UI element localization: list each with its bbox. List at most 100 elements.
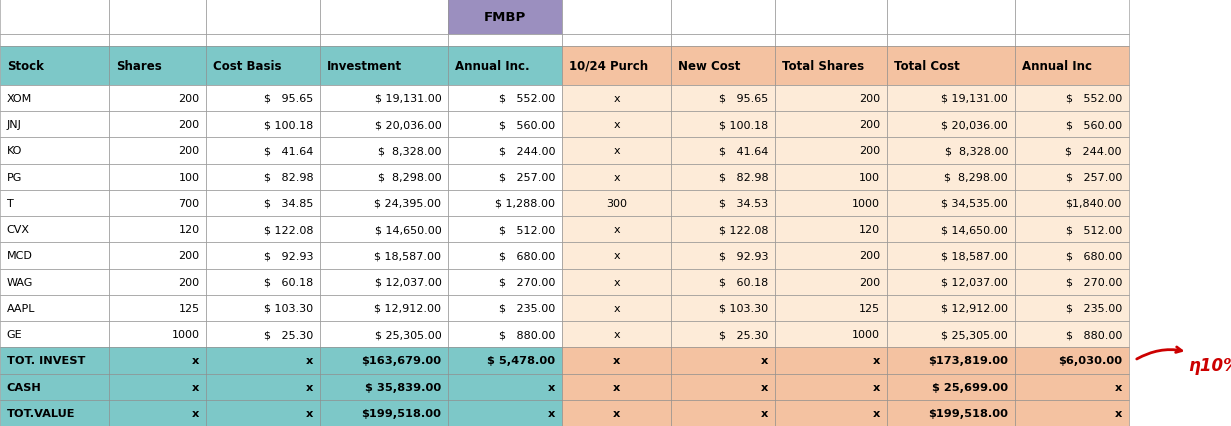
Bar [563, 321, 671, 348]
Text: $ 14,650.00: $ 14,650.00 [374, 225, 442, 235]
Text: $   60.18: $ 60.18 [265, 277, 314, 287]
Bar [320, 243, 448, 269]
Text: 700: 700 [178, 199, 199, 208]
Bar [671, 216, 776, 243]
Text: $173,819.00: $173,819.00 [928, 356, 1008, 366]
Bar [563, 0, 671, 35]
Text: XOM: XOM [7, 94, 32, 104]
Bar [320, 0, 448, 35]
Bar [886, 348, 1014, 374]
Text: x: x [548, 382, 555, 391]
Text: $ 25,699.00: $ 25,699.00 [932, 382, 1008, 391]
Text: 120: 120 [178, 225, 199, 235]
Bar [563, 269, 671, 295]
Bar [563, 164, 671, 190]
Bar [776, 243, 886, 269]
Bar [0, 295, 110, 321]
Text: $   270.00: $ 270.00 [1066, 277, 1121, 287]
Bar [207, 138, 320, 164]
Text: x: x [613, 94, 620, 104]
Text: $   92.93: $ 92.93 [263, 251, 314, 261]
Bar [207, 295, 320, 321]
Text: CVX: CVX [7, 225, 30, 235]
Text: 1000: 1000 [171, 329, 199, 340]
Text: $   95.65: $ 95.65 [719, 94, 768, 104]
Text: $ 1,288.00: $ 1,288.00 [495, 199, 555, 208]
Bar [1014, 138, 1129, 164]
Text: MCD: MCD [7, 251, 33, 261]
Text: 1000: 1000 [852, 199, 880, 208]
Text: x: x [613, 356, 620, 366]
Text: $   257.00: $ 257.00 [499, 172, 555, 182]
Text: $   34.85: $ 34.85 [263, 199, 314, 208]
Bar [448, 190, 563, 216]
Text: x: x [192, 356, 199, 366]
Bar [671, 243, 776, 269]
Bar [671, 269, 776, 295]
Text: $6,030.00: $6,030.00 [1057, 356, 1121, 366]
Bar [1014, 295, 1129, 321]
Text: FMBP: FMBP [484, 11, 526, 24]
Bar [563, 138, 671, 164]
Text: $   92.93: $ 92.93 [719, 251, 768, 261]
Bar [776, 112, 886, 138]
Bar [1014, 269, 1129, 295]
Bar [886, 47, 1014, 86]
Bar [1014, 243, 1129, 269]
Bar [563, 374, 671, 400]
Bar [0, 47, 110, 86]
Bar [110, 321, 207, 348]
Bar [776, 295, 886, 321]
Bar [207, 112, 320, 138]
Text: GE: GE [7, 329, 22, 340]
Bar [563, 243, 671, 269]
Text: $ 25,305.00: $ 25,305.00 [374, 329, 442, 340]
Bar [0, 216, 110, 243]
Bar [207, 321, 320, 348]
Text: $163,679.00: $163,679.00 [361, 356, 442, 366]
Bar [886, 164, 1014, 190]
Text: TOT.VALUE: TOT.VALUE [7, 408, 75, 418]
Text: $ 20,036.00: $ 20,036.00 [942, 120, 1008, 130]
Text: x: x [548, 408, 555, 418]
Text: $   244.00: $ 244.00 [499, 146, 555, 156]
Text: 1000: 1000 [852, 329, 880, 340]
Text: $ 19,131.00: $ 19,131.00 [374, 94, 442, 104]
Bar [110, 138, 207, 164]
Text: $ 35,839.00: $ 35,839.00 [366, 382, 442, 391]
Bar [776, 348, 886, 374]
Text: $   680.00: $ 680.00 [499, 251, 555, 261]
Bar [563, 47, 671, 86]
Bar [563, 190, 671, 216]
Bar [110, 400, 207, 426]
Bar [0, 0, 110, 35]
Bar [1014, 321, 1129, 348]
Text: New Cost: New Cost [678, 60, 740, 73]
Bar [886, 269, 1014, 295]
Bar [207, 35, 320, 47]
Bar [448, 321, 563, 348]
Text: x: x [613, 382, 620, 391]
Bar [0, 348, 110, 374]
Text: 100: 100 [859, 172, 880, 182]
Text: x: x [613, 329, 620, 340]
Bar [671, 348, 776, 374]
Text: $199,518.00: $199,518.00 [928, 408, 1008, 418]
Text: $   60.18: $ 60.18 [719, 277, 768, 287]
Bar [563, 348, 671, 374]
Text: 200: 200 [178, 94, 199, 104]
Bar [886, 138, 1014, 164]
Bar [671, 35, 776, 47]
Text: x: x [613, 146, 620, 156]
Bar [448, 374, 563, 400]
Text: $ 24,395.00: $ 24,395.00 [374, 199, 442, 208]
Text: $ 20,036.00: $ 20,036.00 [374, 120, 442, 130]
Bar [110, 35, 207, 47]
Bar [1014, 164, 1129, 190]
Bar [320, 400, 448, 426]
Text: 100: 100 [178, 172, 199, 182]
Bar [448, 243, 563, 269]
Bar [448, 35, 563, 47]
Bar [776, 86, 886, 112]
Text: 200: 200 [859, 277, 880, 287]
